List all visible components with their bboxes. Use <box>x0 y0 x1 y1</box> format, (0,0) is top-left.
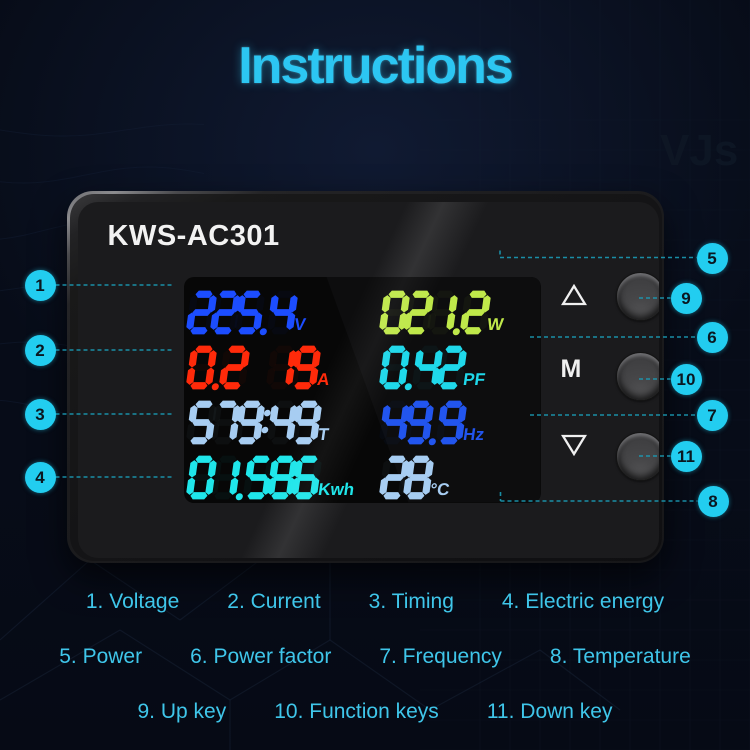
svg-text:VJs: VJs <box>660 126 738 175</box>
